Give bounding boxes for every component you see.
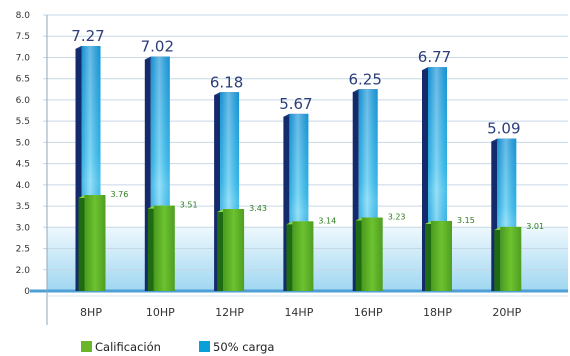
bar-calificacion-side	[78, 195, 85, 291]
legend-swatch	[199, 341, 210, 352]
data-label-50pct-carga: 7.27	[71, 27, 104, 45]
data-label-calificacion: 3.14	[318, 216, 336, 225]
y-tick-label: 5.0	[16, 138, 31, 148]
bar-calificacion-side	[217, 209, 224, 291]
data-label-calificacion: 3.43	[249, 204, 267, 213]
y-tick-label: 3.0	[16, 223, 31, 233]
y-tick-label: 4.5	[16, 160, 30, 170]
x-tick-label: 18HP	[423, 306, 452, 319]
data-label-calificacion: 3.01	[526, 222, 544, 231]
x-tick-label: 14HP	[284, 306, 313, 319]
y-tick-label: 3.5	[16, 202, 30, 212]
data-label-50pct-carga: 6.18	[210, 73, 243, 91]
y-tick-label: 2.5	[16, 245, 30, 255]
x-axis: 8HP 10HP 12HP 14HP 16HP 18HP 20HP	[80, 306, 522, 319]
x-tick-label: 20HP	[492, 306, 521, 319]
x-tick-label: 16HP	[354, 306, 383, 319]
bar-calificacion-side	[355, 217, 362, 291]
x-tick-label: 8HP	[80, 306, 102, 319]
data-label-50pct-carga: 6.77	[418, 48, 451, 66]
y-tick-label: 0	[24, 287, 30, 297]
legend-swatch	[81, 341, 92, 352]
data-label-calificacion: 3.23	[388, 213, 406, 222]
y-tick-label: 6.5	[16, 75, 30, 85]
bar-calificacion	[84, 195, 106, 291]
data-label-calificacion: 3.76	[111, 190, 129, 199]
gridlines	[30, 14, 568, 297]
bar-calificacion	[292, 221, 314, 291]
bar-calificacion	[223, 209, 245, 291]
legend-label: 50% carga	[213, 340, 274, 354]
data-label-50pct-carga: 7.02	[141, 38, 174, 56]
data-label-50pct-carga: 5.09	[487, 120, 520, 138]
legend: Calificación 50% carga	[81, 340, 274, 354]
bar-calificacion-side	[494, 226, 501, 291]
bar-calificacion-side	[147, 205, 154, 291]
x-tick-label: 12HP	[215, 306, 244, 319]
y-tick-label: 5.5	[16, 117, 30, 127]
bar-calificacion-side	[286, 221, 293, 291]
y-tick-label: 6.0	[16, 96, 31, 106]
data-label-50pct-carga: 6.25	[348, 70, 381, 88]
y-tick-label: 7.0	[16, 53, 31, 63]
y-tick-label: 8.0	[16, 11, 31, 21]
y-tick-label: 7.5	[16, 32, 30, 42]
legend-label: Calificación	[95, 340, 161, 354]
bar-calificacion	[500, 226, 522, 291]
data-label-calificacion: 3.51	[180, 201, 198, 210]
y-tick-label: 2.0	[16, 266, 31, 276]
data-label-calificacion: 3.15	[457, 216, 475, 225]
x-tick-label: 10HP	[146, 306, 175, 319]
bar-calificacion	[361, 217, 383, 291]
data-label-50pct-carga: 5.67	[279, 95, 312, 113]
y-axis: 0 2.0 2.5 3.0 3.5 4.0 4.5 5.0 5.5 6.0 6.5 7.0 7.5 8.0	[16, 11, 48, 325]
bar-calificacion	[431, 220, 452, 291]
bars: 7.27 3.76 7.02 3.51 6.18 3.43 5.67 3.14 6.25 3.23…	[71, 27, 544, 292]
bar-calificacion	[153, 205, 175, 291]
y-tick-label: 4.0	[16, 181, 31, 191]
bar-calificacion-side	[425, 220, 431, 291]
